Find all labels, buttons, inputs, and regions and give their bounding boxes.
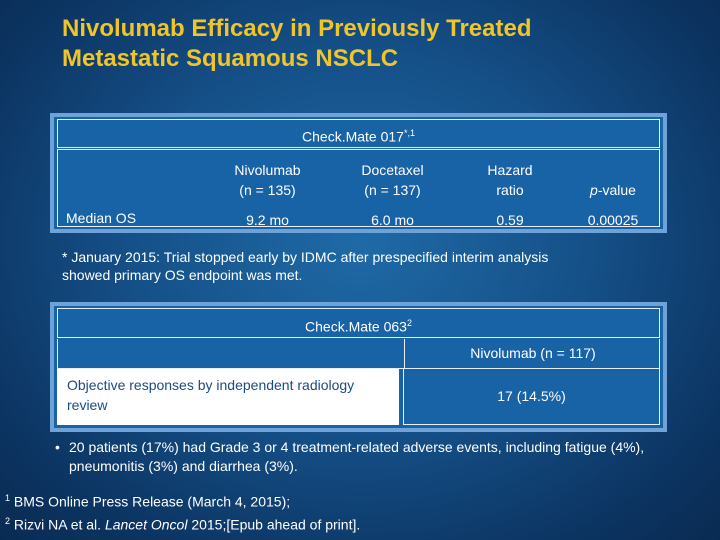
column-header: Hazard ratio [455,160,565,200]
reference-1-text: BMS Online Press Release (March 4, 2015)… [13,493,291,510]
column-divider [404,339,405,368]
slide-title: Nivolumab Efficacy in Previously Treated… [62,14,662,74]
references: 1 BMS Online Press Release (March 4, 201… [5,489,705,534]
column-header-line1: Docetaxel [361,162,424,178]
reference-2: 2 Rizvi NA et al. Lancet Oncol 2015;[Epu… [5,512,705,535]
slide-title-line2: Metastatic Squamous NSCLC [62,45,399,72]
column-header-nivolumab: Nivolumab (n = 117) [470,345,596,361]
cell-value: 0.59 [496,212,524,228]
column-header-line2: ratio [496,182,524,198]
bullet-list: • 20 patients (17%) had Grade 3 or 4 tre… [55,438,655,476]
checkmate-017-heading-text: Check.Mate 017 [302,128,404,145]
checkmate-017-heading-sup: *,1 [403,128,415,138]
column-header-line1: Hazard [487,162,533,178]
footnote-trial-stopped: * January 2015: Trial stopped early by I… [62,248,662,284]
row-label-median-os: Median OS [66,210,137,226]
checkmate-063-column-header-row: Nivolumab (n = 117) [57,339,660,369]
list-item: • 20 patients (17%) had Grade 3 or 4 tre… [55,438,655,476]
column-header-p: p [590,182,598,198]
reference-2-rest: 2015;[Epub ahead of print]. [191,516,361,533]
cell-value: 6.0 mo [371,212,414,228]
slide-title-line1: Nivolumab Efficacy in Previously Treated [62,15,532,42]
checkmate-063-heading-sup: 2 [406,318,412,328]
column-header: p-value [565,180,661,200]
reference-1-number: 1 [5,493,11,503]
row-label-objective-responses: Objective responses by independent radio… [57,369,399,425]
checkmate-017-grid: Nivolumab (n = 135) 9.2 mo Docetaxel (n … [57,149,661,228]
cell-value: 0.00025 [587,212,639,228]
cell-value-objective-responses: 17 (14.5%) [403,369,660,425]
checkmate-063-heading: Check.Mate 0632 [57,308,660,338]
checkmate-063-data-row: Objective responses by independent radio… [57,369,660,425]
cell-value: 9.2 mo [246,212,289,228]
column-header-line1: Nivolumab [234,162,301,178]
column-header-value: -value [597,182,636,198]
checkmate-017-table: Check.Mate 017*,1 Nivolumab (n = 135) 9.… [50,113,667,233]
checkmate-063-heading-text: Check.Mate 063 [305,318,407,335]
reference-2-journal: Lancet Oncol [104,516,188,533]
column-header: Docetaxel (n = 137) [330,160,455,200]
footnote-line1: * January 2015: Trial stopped early by I… [62,249,549,265]
column-header: Nivolumab (n = 135) [205,160,330,200]
checkmate-063-table: Check.Mate 0632 Nivolumab (n = 117) Obje… [50,302,667,432]
bullet-icon: • [55,439,60,455]
reference-2-number: 2 [5,515,11,526]
footnote-line2: showed primary OS endpoint was met. [62,267,303,283]
checkmate-017-heading: Check.Mate 017*,1 [57,119,660,148]
column-header-line2: (n = 135) [239,182,296,198]
column-header-line2: (n = 137) [364,182,421,198]
list-item-text: 20 patients (17%) had Grade 3 or 4 treat… [69,439,645,474]
reference-2-authors: Rizvi NA et al. [13,516,102,533]
reference-1: 1 BMS Online Press Release (March 4, 201… [5,489,705,512]
